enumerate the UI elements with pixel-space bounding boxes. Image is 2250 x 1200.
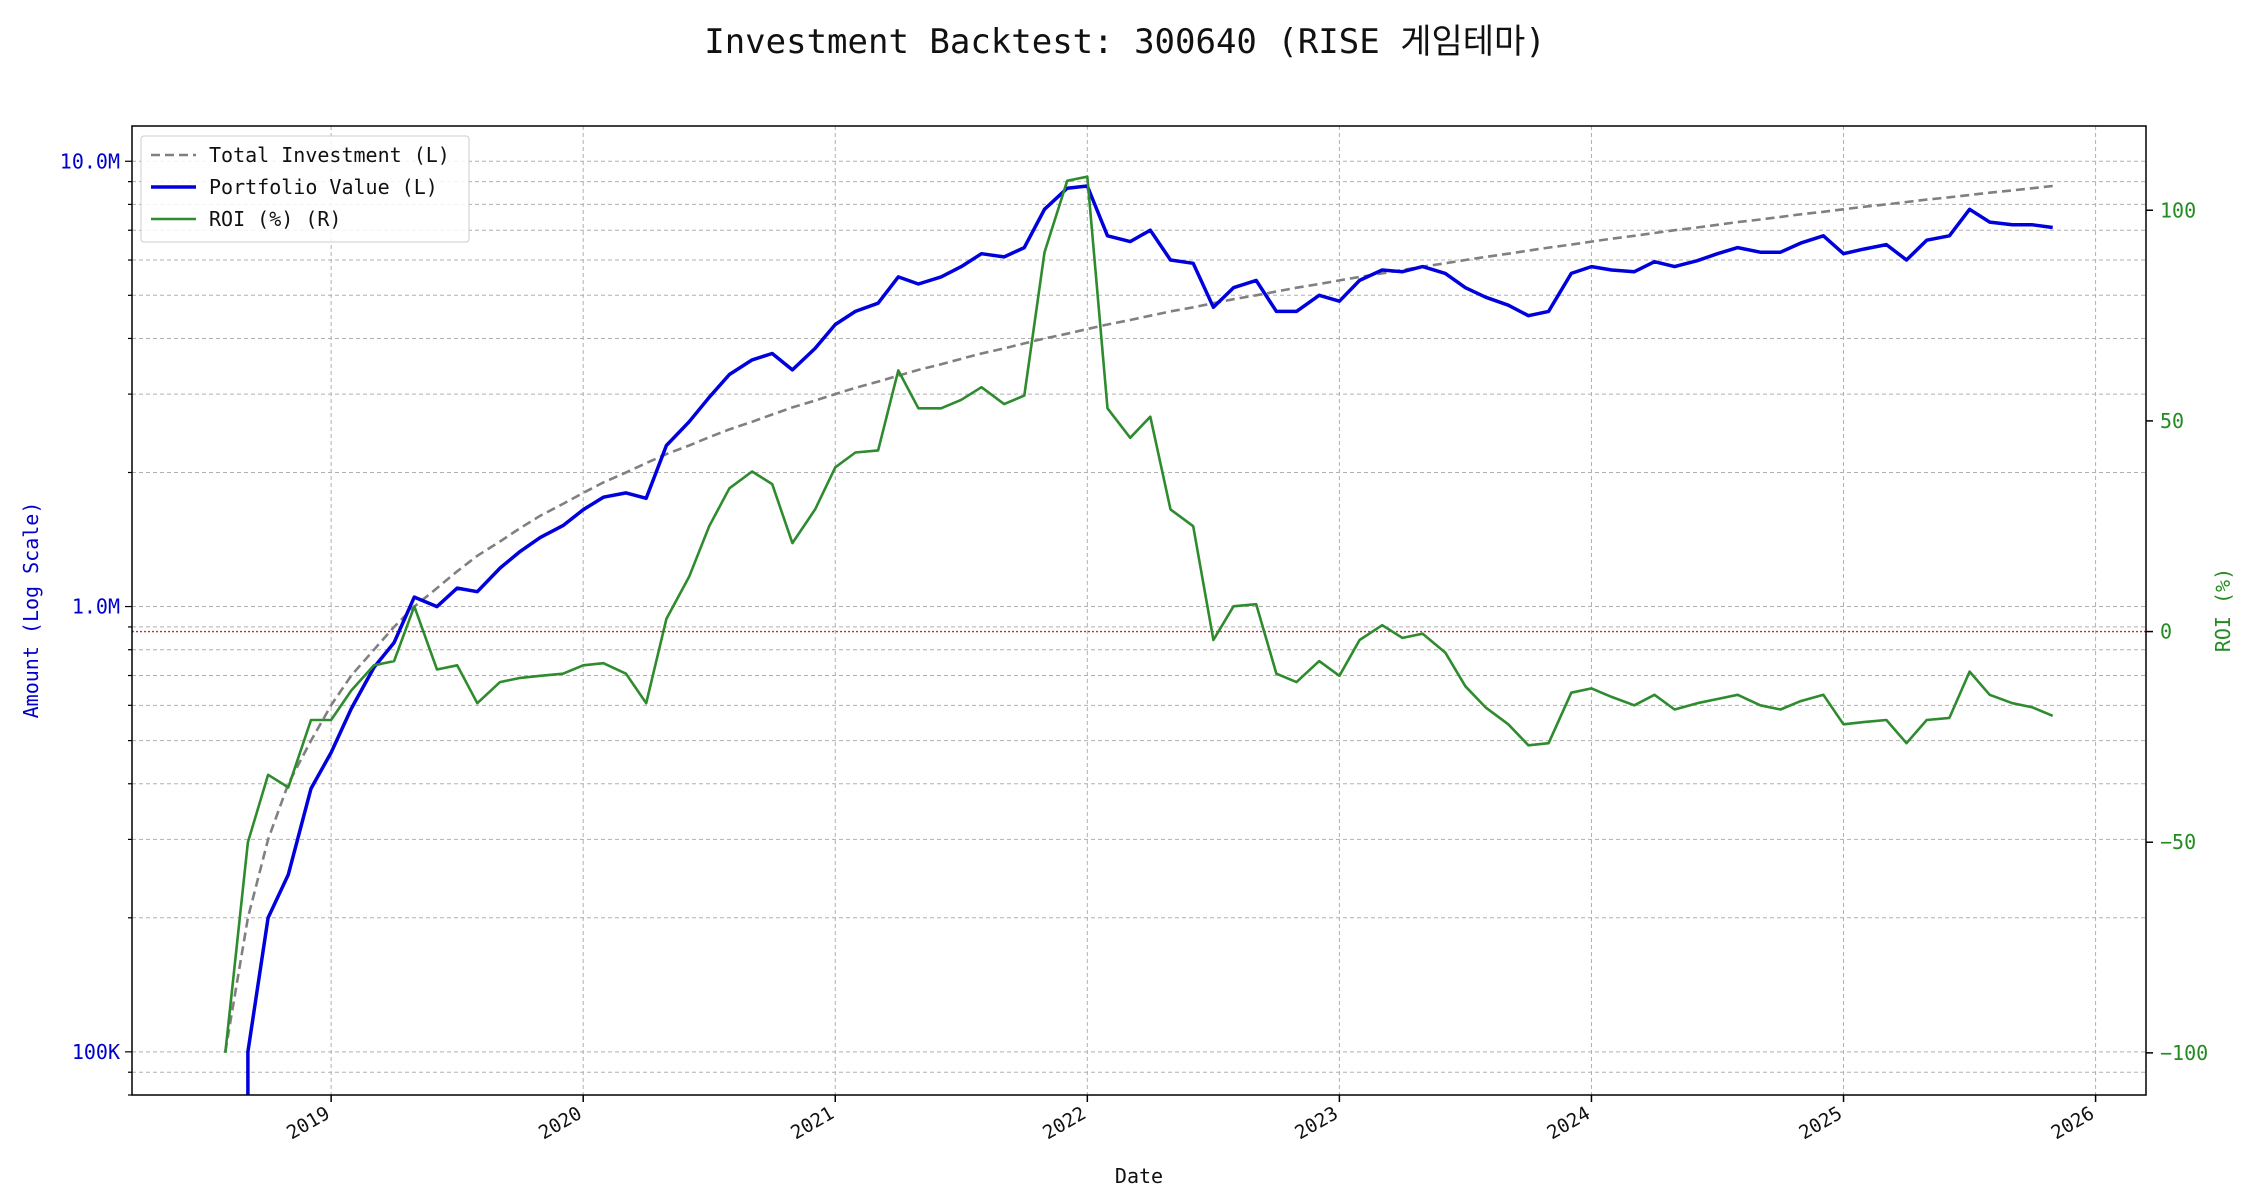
right-tick-label: −50: [2160, 830, 2196, 854]
x-tick-label: 2023: [1291, 1102, 1342, 1144]
right-tick-label: 0: [2160, 620, 2172, 644]
left-tick-label: 1.0M: [72, 595, 120, 619]
left-tick-label: 100K: [72, 1040, 120, 1064]
series-line-1: [224, 184, 2053, 1053]
legend-label: Portfolio Value (L): [209, 175, 438, 199]
chart-title: Investment Backtest: 300640 (RISE 게임테마): [704, 22, 1546, 62]
x-tick-label: 2021: [787, 1102, 838, 1144]
x-tick-label: 2020: [535, 1102, 586, 1144]
right-tick-label: 100: [2160, 198, 2196, 222]
right-axis-label: ROI (%): [2211, 568, 2235, 652]
x-tick-label: 2026: [2047, 1102, 2098, 1144]
axis-ticks: 2019 2020 2021 2022 2023 2024 2025 2026 100K 1.0M…: [60, 149, 2208, 1144]
legend-label: ROI (%) (R): [209, 207, 341, 231]
legend-label: Total Investment (L): [209, 143, 450, 167]
series-line-3: [224, 175, 2054, 1054]
legend-box: [140, 135, 470, 243]
right-tick-label: 50: [2160, 409, 2184, 433]
left-tick-label: 10.0M: [60, 149, 120, 173]
legend: Total Investment (L) Portfolio Value (L) R…: [140, 135, 470, 243]
left-axis-label: Amount (Log Scale): [19, 502, 43, 719]
x-tick-label: 2022: [1039, 1102, 1090, 1144]
grid-lines: [132, 126, 2146, 1096]
x-tick-label: 2025: [1795, 1102, 1846, 1144]
series-lines: [224, 175, 2054, 1095]
right-tick-label: −100: [2160, 1041, 2208, 1065]
plot-frame: [131, 125, 2147, 1096]
x-tick-label: 2024: [1543, 1102, 1594, 1144]
series-line-2: [246, 184, 2053, 1095]
x-tick-label: 2019: [283, 1102, 334, 1144]
x-axis-label: Date: [1115, 1164, 1163, 1188]
